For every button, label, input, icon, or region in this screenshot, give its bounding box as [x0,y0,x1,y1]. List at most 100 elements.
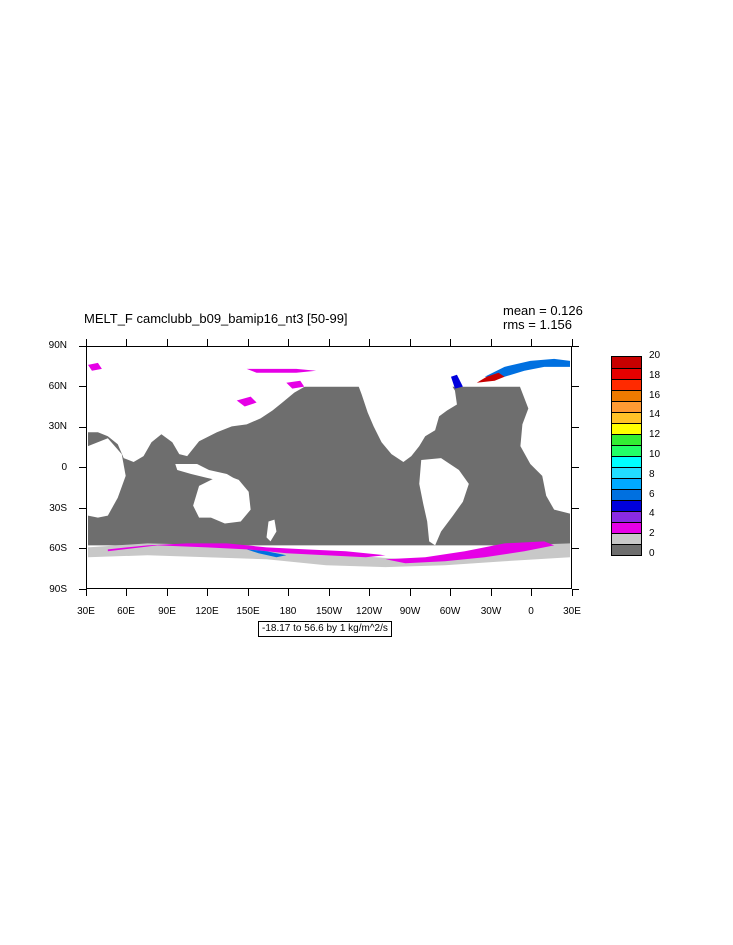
melt-hotspot-west [88,362,102,371]
colorbar-label: 10 [649,449,661,460]
colorbar-segment [612,445,641,456]
colorbar [611,356,642,556]
colorbar-segment [612,456,641,467]
lon-tick [531,589,532,596]
map-plot [86,346,572,589]
lon-tick [247,589,249,596]
colorbar-label: 0 [649,548,655,559]
melt-band-south [107,543,386,558]
melt-hotspot-barents-red [476,372,505,383]
land-new-zealand [266,519,277,542]
lon-tick [450,339,451,346]
colorbar-label: 2 [649,528,655,540]
colorbar-segment [612,522,641,533]
land-greenland [460,348,505,381]
colorbar-segment [612,533,641,544]
colorbar-segment [612,544,641,555]
lon-label-120w: 120W [355,606,383,617]
lat-tick [79,426,86,428]
melt-hotspot-ross [246,549,287,558]
lon-tick [207,339,208,346]
colorbar-label: 12 [649,429,661,441]
lat-label-60n: 60N [48,381,67,392]
colorbar-label: 20 [649,350,661,361]
colorbar-segment [612,467,641,478]
plot-title: MELT_F camclubb_b09_bamip16_nt3 [50-99] [84,311,348,326]
lon-tick [247,339,249,346]
lat-tick [79,345,86,347]
colorbar-label: 4 [649,508,655,520]
lon-tick [288,339,289,346]
lat-tick [79,386,86,387]
colorbar-segment [612,379,641,390]
map-svg [88,347,570,588]
land-africa [88,438,126,518]
lon-tick [328,589,330,596]
colorbar-label: 16 [649,389,661,401]
lon-tick [369,339,370,346]
colorbar-segment [612,478,641,489]
lat-tick [79,588,86,590]
lat-tick [79,467,86,468]
lon-tick [450,589,451,596]
land-europe-africa-east [518,374,570,514]
lon-label-30w: 30W [480,606,502,617]
colorbar-segment [612,368,641,379]
lon-tick [409,339,411,346]
melt-hotspot-barents [484,358,570,377]
lat-tick [79,548,86,549]
lon-tick [490,339,492,346]
lat-tick [572,548,579,549]
lat-label-30n: 30N [48,421,67,432]
colorbar-segment [612,423,641,434]
lon-tick [288,589,289,596]
lat-label-90n: 90N [48,340,67,351]
lon-label-90w: 90W [399,606,421,617]
lon-label-60w: 60W [439,606,461,617]
colorbar-segment [612,401,641,412]
melt-hotspot-baffin [450,374,463,389]
lon-tick [166,589,168,596]
lon-tick [571,339,573,346]
lon-label-150e: 150E [236,606,260,617]
lat-label-0: 0 [61,462,67,473]
lon-tick [126,589,127,596]
colorbar-segment [612,434,641,445]
lon-label-90e: 90E [158,606,176,617]
lon-label-60e: 60E [117,606,135,617]
lon-label-150w: 150W [315,606,343,617]
melt-hotspot-siberia [246,368,317,373]
melt-hotspot-okhotsk [236,396,257,407]
lon-tick [409,589,411,596]
rms-stat: rms = 1.156 [503,317,573,332]
contour-range-label: -18.17 to 56.6 by 1 kg/m^2/s [258,621,392,637]
colorbar-segment [612,412,641,423]
lon-label-120e: 120E [195,606,219,617]
lat-tick [572,467,579,468]
lon-tick [166,339,168,346]
lon-label-30e: 30E [77,606,95,617]
melt-band-south-2 [385,541,555,564]
lon-tick [531,339,532,346]
lon-tick [328,339,330,346]
lon-tick [85,589,87,596]
lon-label-30e-right: 30E [563,606,581,617]
colorbar-label: 18 [649,369,661,381]
colorbar-segment [612,357,641,368]
colorbar-label: 8 [649,468,655,480]
lon-tick [571,589,573,596]
land-eurasia [88,347,348,463]
lat-label-30s: 30S [49,503,67,514]
lat-tick [572,426,579,428]
lon-tick [207,589,208,596]
lon-tick [490,589,492,596]
colorbar-label: 6 [649,488,655,500]
lat-tick [572,507,579,509]
lat-label-60s: 60S [49,543,67,554]
colorbar-label: 14 [649,409,661,421]
lon-tick [369,589,370,596]
melt-hotspot-bering [286,380,305,389]
colorbar-segment [612,500,641,511]
lat-tick [572,386,579,387]
lon-label-0: 0 [528,606,534,617]
